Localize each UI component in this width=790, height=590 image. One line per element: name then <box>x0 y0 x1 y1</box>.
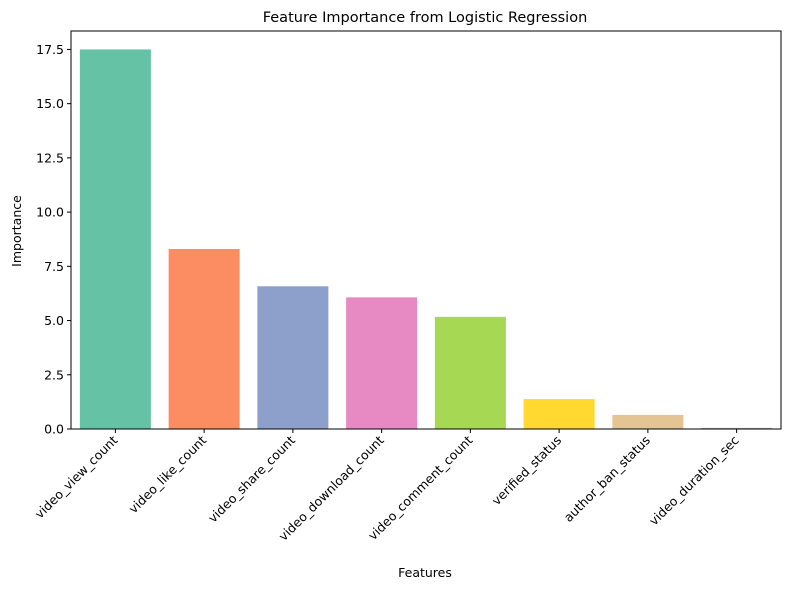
x-tick-label-video-view-count: video_view_count <box>32 432 121 521</box>
y-tick-label: 0.0 <box>44 422 64 437</box>
x-tick-label-verified-status: verified_status <box>489 433 565 509</box>
x-axis-label: Features <box>398 565 452 580</box>
bar-video-download-count <box>346 297 418 429</box>
x-tick-label-author-ban-status: author_ban_status <box>561 433 653 525</box>
plot-frame <box>70 30 782 430</box>
y-tick-label: 15.0 <box>36 96 64 111</box>
bar-verified-status <box>523 399 595 429</box>
x-tick-label-video-duration-sec: video_duration_sec <box>646 432 742 528</box>
y-tick-label: 2.5 <box>44 367 64 382</box>
y-axis-label: Importance <box>9 195 24 267</box>
bars-layer <box>79 49 773 429</box>
x-tick-label-video-share-count: video_share_count <box>205 432 298 525</box>
y-tick-label: 10.0 <box>36 205 64 220</box>
chart-title: Feature Importance from Logistic Regress… <box>263 10 588 26</box>
y-axis: 0.0 2.5 5.0 7.5 10.0 12.5 15.0 17.5 <box>36 42 71 437</box>
y-tick-label: 17.5 <box>36 42 64 57</box>
x-tick-label-video-like-count: video_like_count <box>126 432 210 516</box>
bar-video-duration-sec <box>701 427 773 429</box>
bar-video-view-count <box>79 49 151 429</box>
y-tick-label: 5.0 <box>44 313 64 328</box>
bar-video-comment-count <box>434 316 506 429</box>
y-tick-label: 12.5 <box>36 150 64 165</box>
bar-author-ban-status <box>612 414 684 429</box>
bar-video-like-count <box>168 248 240 429</box>
x-tick-label-video-comment-count: video_comment_count <box>365 432 476 543</box>
y-tick-label: 7.5 <box>44 259 64 274</box>
x-axis: video_view_count video_like_countvideo_sh… <box>32 429 742 544</box>
bar-video-share-count <box>257 286 329 429</box>
